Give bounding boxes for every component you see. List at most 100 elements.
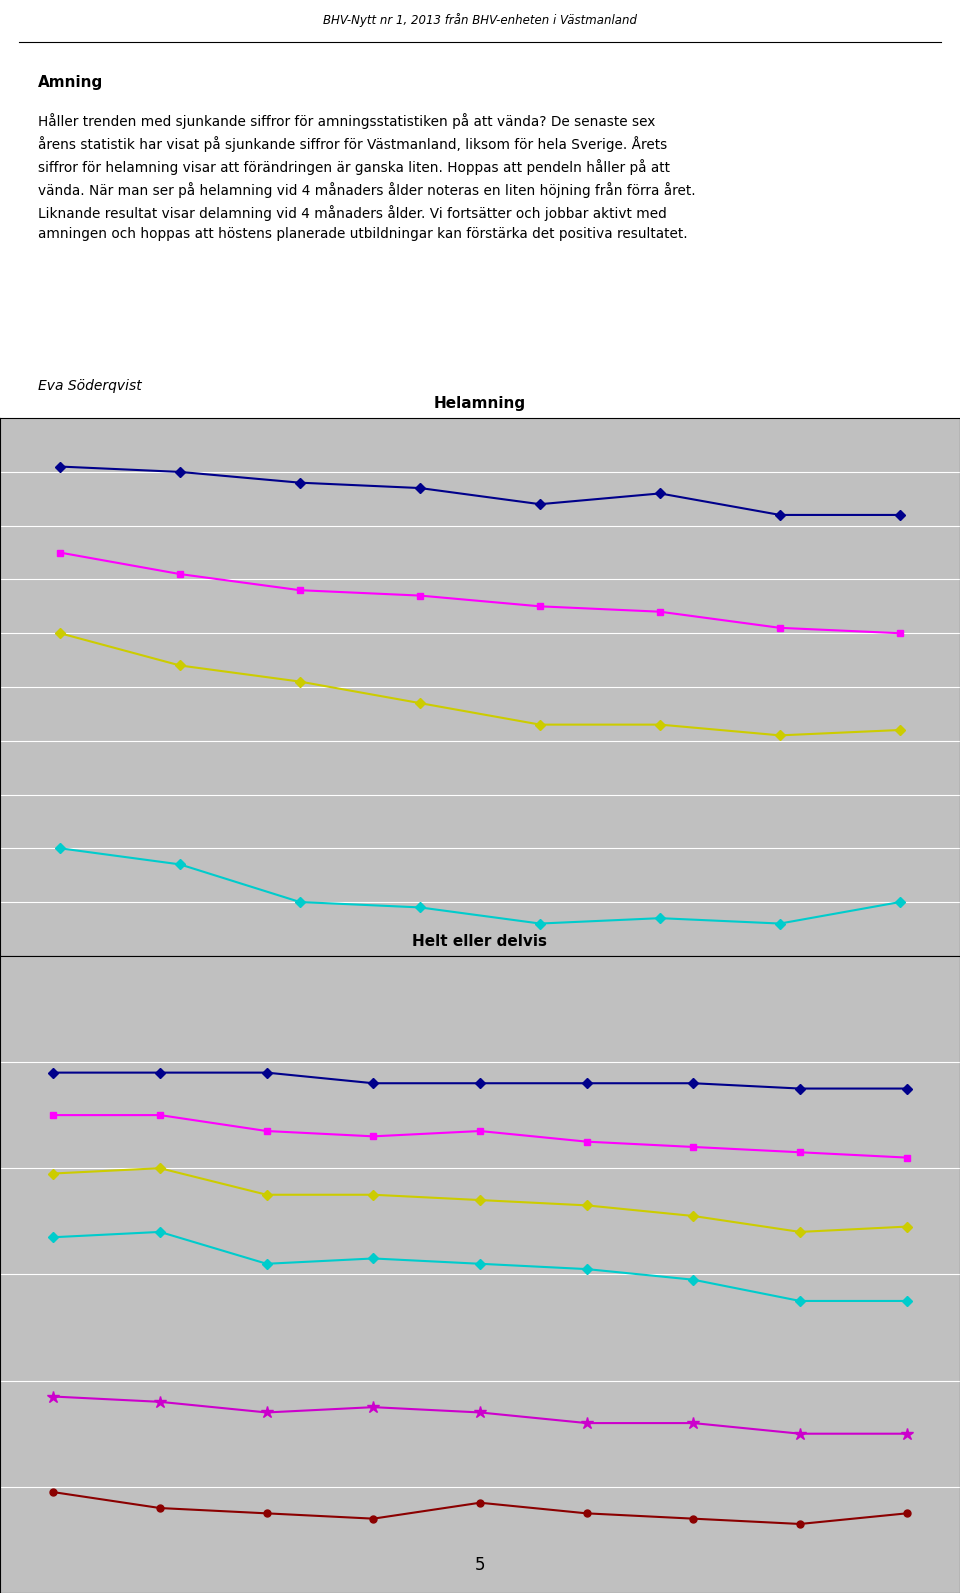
1 vecka [175,462,186,481]
9 mån [687,1413,699,1432]
6 mån [534,914,545,933]
9 mån [368,1397,379,1416]
12 mån [368,1509,379,1528]
6 mån [774,914,785,933]
1 vecka [655,484,666,503]
Text: Eva Söderqvist: Eva Söderqvist [38,379,142,393]
2 mån [895,623,906,642]
12 mån [581,1504,592,1523]
2 mån [474,1121,486,1141]
4 mån [415,693,426,712]
4 mån [655,715,666,734]
2 mån [794,1142,805,1161]
Text: Håller trenden med sjunkande siffror för amningsstatistiken på att vända? De sen: Håller trenden med sjunkande siffror för… [38,113,696,241]
6 mån [655,908,666,927]
9 mån [48,1388,60,1407]
2 mån [774,618,785,637]
1 vecka [261,1063,273,1082]
4 mån [794,1222,805,1241]
2 mån [900,1149,912,1168]
6 mån [415,898,426,918]
4 mån [895,720,906,739]
2 mån [655,602,666,621]
4 mån [175,656,186,675]
1 vecka [415,478,426,497]
6 mån [54,840,65,859]
Line: 9 mån: 9 mån [47,1391,913,1440]
Text: 5: 5 [475,1556,485,1574]
1 vecka [895,505,906,524]
Line: 4 mån: 4 mån [50,1164,910,1236]
6 mån [895,892,906,911]
2 mån [534,597,545,616]
2 mån [294,580,305,599]
9 mån [900,1424,912,1443]
12 mån [155,1499,166,1518]
4 mån [261,1185,273,1204]
12 mån [687,1509,699,1528]
X-axis label: Födelseår: Födelseår [442,984,518,999]
Line: 1 vecka: 1 vecka [57,464,903,518]
1 vecka [687,1074,699,1093]
Line: 2 mån: 2 mån [50,1112,910,1161]
9 mån [155,1392,166,1411]
4 mån [474,1190,486,1209]
1 vecka [54,457,65,476]
6 mån [48,1228,60,1247]
12 mån [261,1504,273,1523]
2 mån [48,1106,60,1125]
4 mån [687,1206,699,1225]
Line: 6 mån: 6 mån [50,1228,910,1305]
4 mån [581,1196,592,1215]
Text: Amning: Amning [38,75,104,91]
2 mån [581,1133,592,1152]
Line: 6 mån: 6 mån [57,844,903,927]
12 mån [474,1493,486,1512]
6 mån [474,1254,486,1273]
6 mån [155,1222,166,1241]
4 mån [155,1158,166,1177]
Text: BHV-Nytt nr 1, 2013 från BHV-enheten i Västmanland: BHV-Nytt nr 1, 2013 från BHV-enheten i V… [323,13,637,27]
6 mån [294,892,305,911]
1 vecka [900,1078,912,1098]
1 vecka [581,1074,592,1093]
4 mån [294,672,305,691]
Line: 2 mån: 2 mån [57,550,903,637]
6 mån [175,855,186,875]
6 mån [261,1254,273,1273]
2 mån [687,1137,699,1157]
9 mån [474,1403,486,1423]
1 vecka [534,494,545,513]
6 mån [368,1249,379,1268]
4 mån [368,1185,379,1204]
4 mån [48,1164,60,1184]
Line: 12 mån: 12 mån [50,1488,910,1528]
2 mån [155,1106,166,1125]
6 mån [900,1292,912,1311]
12 mån [48,1483,60,1502]
Line: 4 mån: 4 mån [57,629,903,739]
Title: Helt eller delvis: Helt eller delvis [413,933,547,949]
12 mån [794,1515,805,1534]
6 mån [794,1292,805,1311]
6 mån [687,1270,699,1289]
1 vecka [474,1074,486,1093]
9 mån [581,1413,592,1432]
4 mån [54,623,65,642]
2 mån [54,543,65,562]
1 vecka [48,1063,60,1082]
6 mån [581,1260,592,1279]
1 vecka [368,1074,379,1093]
1 vecka [794,1078,805,1098]
2 mån [415,586,426,605]
2 mån [368,1126,379,1145]
Line: 1 vecka: 1 vecka [50,1069,910,1093]
1 vecka [294,473,305,492]
9 mån [794,1424,805,1443]
4 mån [900,1217,912,1236]
12 mån [900,1504,912,1523]
1 vecka [155,1063,166,1082]
2 mån [175,564,186,583]
4 mån [534,715,545,734]
4 mån [774,726,785,746]
